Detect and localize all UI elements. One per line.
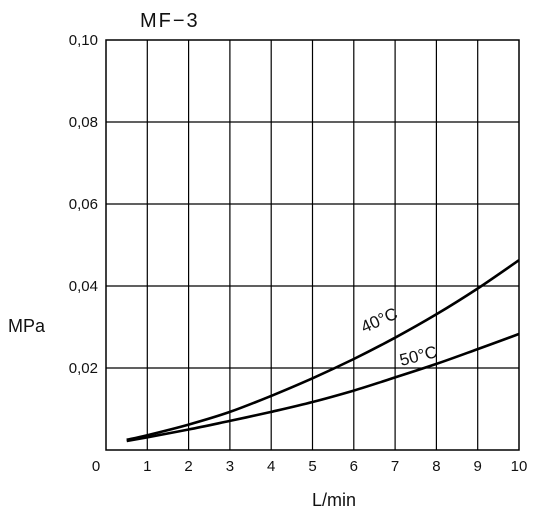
x-tick-label: 3 xyxy=(226,458,234,475)
y-axis-label: MPa xyxy=(8,316,46,336)
x-tick-label: 2 xyxy=(184,458,192,475)
curve-50c xyxy=(126,332,520,443)
x-tick-label: 0 xyxy=(92,458,100,475)
y-tick-label: 0,02 xyxy=(69,360,98,377)
curves xyxy=(126,259,520,443)
x-tick-label: 4 xyxy=(267,458,275,475)
curve-40c xyxy=(126,259,520,442)
y-tick-label: 0,08 xyxy=(69,114,98,131)
x-tick-label: 6 xyxy=(350,458,358,475)
x-tick-label: 7 xyxy=(391,458,399,475)
grid-layer xyxy=(106,40,519,450)
curve-label: 40°C xyxy=(358,304,400,337)
y-tick-label: 0,10 xyxy=(69,32,98,49)
x-axis-label: L/min xyxy=(312,490,356,510)
y-tick-label: 0,06 xyxy=(69,196,98,213)
y-tick-labels: 0,02 0,04 0,06 0,08 0,10 xyxy=(69,32,98,377)
x-tick-labels: 0 1 2 3 4 5 6 7 8 9 10 xyxy=(92,458,528,475)
x-tick-label: 8 xyxy=(432,458,440,475)
x-tick-label: 1 xyxy=(143,458,151,475)
chart-title: MF−3 xyxy=(140,10,200,32)
x-tick-label: 5 xyxy=(308,458,316,475)
x-tick-label: 10 xyxy=(511,458,528,475)
plot-frame xyxy=(105,39,520,451)
y-tick-label: 0,04 xyxy=(69,278,98,295)
x-tick-label: 9 xyxy=(474,458,482,475)
